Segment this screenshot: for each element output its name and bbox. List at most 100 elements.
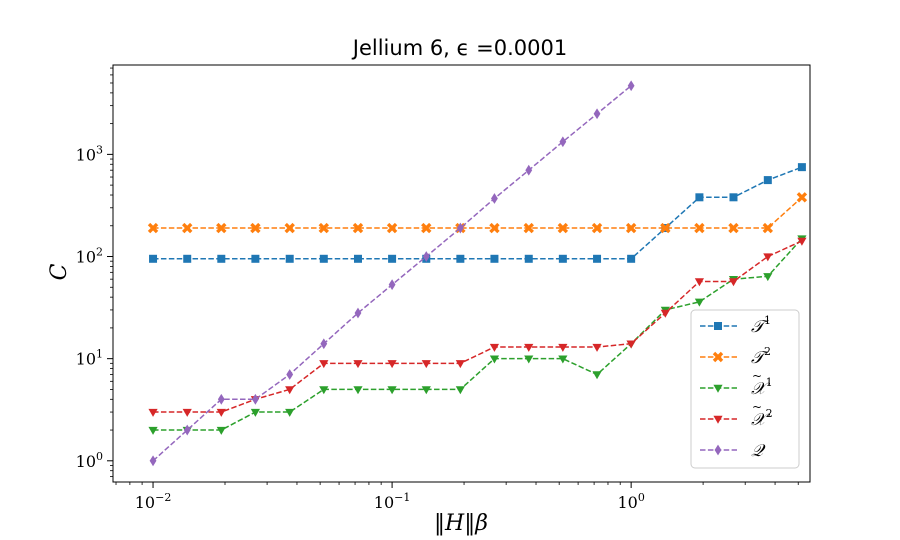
data-point [250, 222, 261, 234]
data-point [626, 340, 636, 349]
data-point [796, 192, 808, 203]
data-point [216, 222, 227, 234]
data-point [627, 254, 636, 263]
data-point [559, 136, 567, 148]
legend-marker [712, 351, 724, 363]
data-point [354, 307, 362, 319]
legend-tilde: ~ [752, 369, 762, 383]
data-point [320, 338, 328, 350]
series-4 [149, 80, 635, 467]
data-point [319, 386, 329, 395]
data-point [592, 371, 602, 380]
data-point [625, 222, 637, 234]
data-point [251, 393, 259, 405]
data-point [525, 164, 533, 176]
legend-box [690, 309, 800, 469]
legend-label: 𝒬 [751, 441, 766, 461]
data-point [491, 193, 498, 204]
data-point [217, 254, 226, 263]
data-point [694, 298, 705, 307]
y-tick-label: 103 [76, 143, 103, 164]
data-point [763, 253, 773, 262]
data-point [353, 360, 363, 369]
data-point [797, 163, 806, 172]
data-point [524, 254, 533, 263]
data-point [353, 386, 363, 395]
series-line [153, 166, 803, 260]
data-point [489, 222, 500, 234]
data-point [148, 408, 158, 417]
y-tick-label: 101 [76, 348, 103, 369]
data-point [455, 386, 465, 395]
legend-marker [713, 384, 723, 393]
data-point [763, 176, 772, 185]
data-point [319, 254, 328, 263]
data-point [763, 273, 773, 282]
data-point [388, 254, 397, 263]
data-point [353, 254, 362, 263]
data-point [285, 408, 295, 417]
y-axis-label: C [47, 263, 72, 280]
data-point [182, 222, 193, 234]
data-point [285, 386, 295, 395]
data-point [524, 355, 534, 364]
data-point [318, 222, 330, 234]
legend-tilde: ~ [752, 400, 762, 414]
data-point [388, 279, 396, 291]
series-line [153, 240, 803, 413]
series-line [152, 85, 632, 462]
data-point [319, 360, 329, 369]
data-point [456, 254, 465, 263]
data-point [660, 309, 670, 318]
axis-ticks: 10−2 10−1 100 100 101 102 103 [76, 67, 799, 512]
data-point [489, 343, 500, 352]
data-point [627, 80, 635, 92]
data-point [421, 386, 431, 395]
data-point [147, 222, 159, 234]
data-point [183, 254, 192, 263]
data-point [422, 251, 430, 262]
data-point [455, 360, 465, 369]
data-point [149, 455, 157, 467]
legend-marker [714, 322, 722, 330]
data-point [182, 408, 192, 417]
data-point [695, 193, 704, 202]
data-point [387, 386, 397, 395]
data-point [251, 254, 260, 263]
x-tick-label: 10−2 [135, 491, 172, 512]
data-point [490, 254, 499, 263]
data-point [489, 355, 500, 364]
data-point [593, 254, 602, 263]
x-axis-label: ‖H‖β [434, 511, 488, 536]
data-point [660, 222, 671, 234]
data-point [286, 369, 294, 380]
chart-title: Jellium 6, ϵ =0.0001 [351, 36, 567, 60]
data-point [593, 108, 601, 120]
x-tick-label: 10−1 [374, 491, 411, 512]
series-1 [147, 192, 808, 234]
data-point [216, 408, 226, 417]
data-point [729, 193, 738, 202]
data-point [524, 343, 534, 352]
data-point [558, 355, 568, 364]
series-line [153, 196, 803, 229]
legend-marker [713, 415, 723, 424]
data-point [421, 222, 432, 234]
plot-frame [112, 64, 811, 483]
y-tick-label: 100 [76, 450, 103, 471]
data-point [762, 222, 774, 234]
data-point [284, 222, 295, 234]
series-line [153, 238, 803, 431]
data-point [250, 408, 260, 417]
data-point [285, 254, 294, 263]
data-point [558, 254, 567, 263]
data-point [217, 393, 225, 405]
data-point [592, 343, 602, 352]
data-point [797, 237, 807, 246]
data-point [183, 424, 191, 436]
data-point [591, 222, 603, 234]
data-point [728, 222, 739, 234]
data-point [694, 278, 705, 287]
